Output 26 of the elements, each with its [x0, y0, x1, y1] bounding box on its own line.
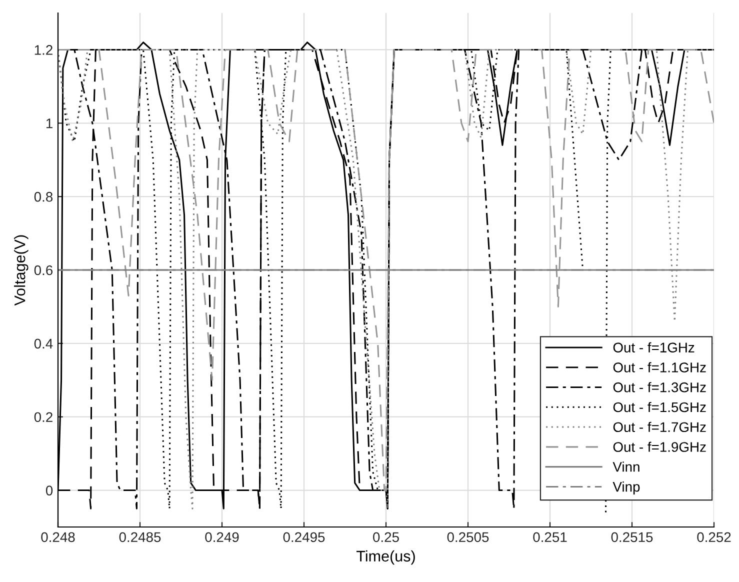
x-tick-label: 0.2495	[283, 532, 325, 542]
y-tick-label: 0.4	[34, 338, 53, 349]
legend-label: Out - f=1.1GHz	[613, 362, 706, 372]
x-axis-title: Time(us)	[356, 550, 415, 565]
x-tick-label: 0.251	[533, 532, 567, 542]
x-tick-label: 0.2505	[447, 532, 489, 542]
legend-label: Out - f=1.7GHz	[613, 422, 706, 432]
y-tick-label: 1.2	[34, 45, 52, 55]
x-tick-label: 0.2485	[119, 532, 161, 542]
y-axis-title: Voltage(V)	[14, 235, 28, 306]
x-tick-label: 0.252	[697, 532, 731, 542]
legend-label: Out - f=1.5GHz	[613, 402, 706, 412]
legend-label: Out - f=1.9GHz	[613, 442, 706, 452]
legend-label: Out - f=1GHz	[613, 342, 694, 352]
y-tick-label: 1	[46, 118, 52, 128]
x-tick-label: 0.248	[41, 532, 75, 542]
legend-label: Out - f=1.3GHz	[613, 382, 706, 392]
legend-label: Vinp	[612, 482, 640, 494]
x-tick-label: 0.25	[373, 532, 399, 542]
legend-label: Vinn	[612, 462, 640, 472]
x-tick-label: 0.249	[205, 532, 239, 542]
y-tick-label: 0.6	[34, 265, 53, 276]
y-tick-label: 0	[46, 486, 53, 496]
x-tick-label: 0.2515	[611, 532, 653, 542]
y-tick-label: 0.8	[34, 192, 53, 202]
y-tick-label: 0.2	[34, 412, 52, 422]
